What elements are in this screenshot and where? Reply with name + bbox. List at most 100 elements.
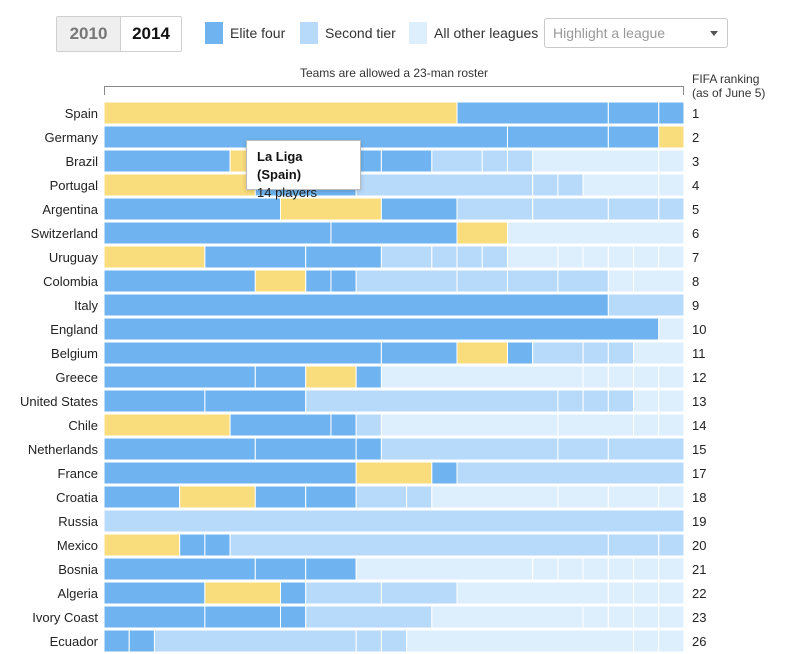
roster-segment[interactable]: [607, 485, 660, 509]
roster-segment[interactable]: [557, 245, 584, 269]
roster-segment[interactable]: [506, 245, 559, 269]
roster-segment[interactable]: [355, 461, 433, 485]
roster-segment[interactable]: [658, 629, 685, 653]
roster-segment[interactable]: [506, 221, 685, 245]
roster-segment[interactable]: [406, 629, 635, 653]
roster-segment[interactable]: [607, 365, 635, 389]
roster-segment[interactable]: [103, 293, 609, 317]
roster-segment[interactable]: [103, 149, 231, 173]
roster-segment[interactable]: [103, 485, 181, 509]
roster-segment[interactable]: [179, 485, 256, 509]
roster-segment[interactable]: [557, 389, 584, 413]
highlight-league-select[interactable]: Highlight a league: [544, 18, 728, 48]
roster-segment[interactable]: [103, 173, 256, 197]
roster-segment[interactable]: [204, 245, 307, 269]
roster-segment[interactable]: [431, 149, 483, 173]
roster-segment[interactable]: [103, 101, 458, 125]
roster-segment[interactable]: [607, 293, 685, 317]
roster-segment[interactable]: [532, 341, 584, 365]
roster-segment[interactable]: [254, 437, 357, 461]
roster-segment[interactable]: [607, 341, 635, 365]
roster-segment[interactable]: [431, 485, 559, 509]
roster-segment[interactable]: [103, 365, 256, 389]
roster-segment[interactable]: [431, 461, 458, 485]
roster-segment[interactable]: [280, 605, 307, 629]
roster-segment[interactable]: [633, 341, 685, 365]
roster-segment[interactable]: [456, 269, 508, 293]
roster-segment[interactable]: [557, 485, 609, 509]
roster-segment[interactable]: [582, 389, 609, 413]
roster-segment[interactable]: [355, 437, 382, 461]
roster-segment[interactable]: [179, 533, 206, 557]
roster-segment[interactable]: [330, 413, 357, 437]
roster-segment[interactable]: [506, 269, 559, 293]
roster-segment[interactable]: [633, 605, 660, 629]
roster-segment[interactable]: [658, 101, 685, 125]
roster-segment[interactable]: [330, 221, 458, 245]
roster-segment[interactable]: [254, 485, 307, 509]
year-2010-button[interactable]: 2010: [57, 17, 121, 51]
roster-segment[interactable]: [607, 557, 635, 581]
roster-segment[interactable]: [380, 629, 408, 653]
roster-segment[interactable]: [658, 605, 685, 629]
roster-segment[interactable]: [532, 149, 660, 173]
roster-segment[interactable]: [254, 269, 307, 293]
roster-segment[interactable]: [355, 557, 534, 581]
roster-segment[interactable]: [229, 533, 609, 557]
roster-segment[interactable]: [658, 533, 685, 557]
roster-segment[interactable]: [506, 149, 534, 173]
roster-segment[interactable]: [355, 173, 534, 197]
roster-segment[interactable]: [380, 341, 458, 365]
roster-segment[interactable]: [254, 557, 307, 581]
roster-segment[interactable]: [633, 557, 660, 581]
roster-segment[interactable]: [380, 197, 458, 221]
roster-segment[interactable]: [431, 605, 584, 629]
roster-segment[interactable]: [103, 605, 206, 629]
roster-segment[interactable]: [658, 245, 685, 269]
roster-segment[interactable]: [582, 245, 609, 269]
roster-segment[interactable]: [103, 557, 256, 581]
roster-segment[interactable]: [633, 365, 660, 389]
roster-segment[interactable]: [355, 629, 382, 653]
roster-segment[interactable]: [355, 269, 458, 293]
roster-segment[interactable]: [254, 365, 307, 389]
roster-segment[interactable]: [305, 557, 357, 581]
roster-segment[interactable]: [557, 557, 584, 581]
roster-segment[interactable]: [380, 149, 433, 173]
roster-segment[interactable]: [380, 437, 559, 461]
roster-segment[interactable]: [103, 533, 181, 557]
roster-segment[interactable]: [582, 605, 609, 629]
roster-segment[interactable]: [380, 365, 584, 389]
roster-segment[interactable]: [355, 365, 382, 389]
roster-segment[interactable]: [406, 485, 433, 509]
roster-segment[interactable]: [633, 413, 660, 437]
roster-segment[interactable]: [103, 245, 206, 269]
roster-segment[interactable]: [330, 269, 357, 293]
roster-segment[interactable]: [557, 269, 609, 293]
roster-segment[interactable]: [481, 149, 508, 173]
roster-segment[interactable]: [103, 197, 282, 221]
roster-segment[interactable]: [103, 413, 231, 437]
roster-segment[interactable]: [658, 125, 685, 149]
roster-segment[interactable]: [355, 413, 382, 437]
roster-segment[interactable]: [204, 605, 282, 629]
roster-segment[interactable]: [607, 101, 660, 125]
roster-segment[interactable]: [658, 365, 685, 389]
roster-segment[interactable]: [305, 485, 357, 509]
roster-segment[interactable]: [607, 245, 635, 269]
roster-segment[interactable]: [456, 221, 508, 245]
roster-segment[interactable]: [607, 605, 635, 629]
roster-segment[interactable]: [103, 317, 660, 341]
roster-segment[interactable]: [557, 437, 609, 461]
roster-segment[interactable]: [128, 629, 155, 653]
roster-segment[interactable]: [153, 629, 357, 653]
roster-segment[interactable]: [658, 197, 685, 221]
roster-segment[interactable]: [633, 269, 685, 293]
roster-segment[interactable]: [633, 245, 660, 269]
roster-segment[interactable]: [582, 341, 609, 365]
roster-segment[interactable]: [633, 629, 660, 653]
roster-segment[interactable]: [103, 221, 332, 245]
roster-segment[interactable]: [658, 557, 685, 581]
roster-segment[interactable]: [305, 365, 357, 389]
roster-segment[interactable]: [658, 413, 685, 437]
